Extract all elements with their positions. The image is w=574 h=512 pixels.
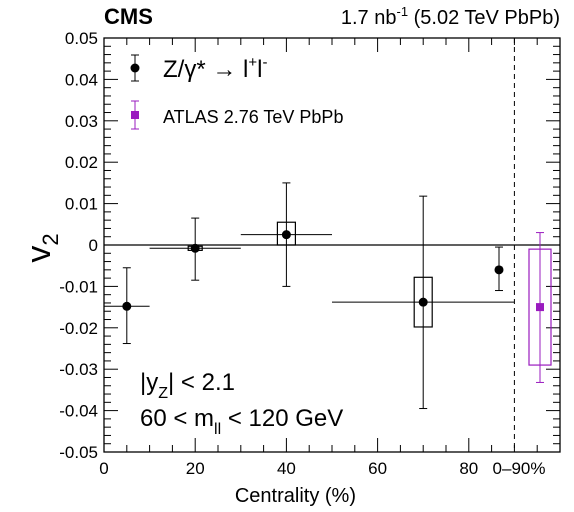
x-tick-label: 60 bbox=[368, 459, 387, 478]
mass-suffix: < 120 GeV bbox=[221, 405, 343, 432]
data-marks bbox=[104, 182, 552, 410]
cms-point-marker bbox=[190, 243, 200, 253]
lumi-suffix: (5.02 TeV PbPb) bbox=[408, 7, 560, 29]
legend-z-label-sup2: - bbox=[262, 54, 267, 71]
y-tick-label: 0.03 bbox=[65, 112, 98, 131]
y-tick-label: 0.04 bbox=[65, 70, 98, 89]
cms-label: CMS bbox=[104, 4, 153, 29]
luminosity-label: 1.7 nb-1 (5.02 TeV PbPb) bbox=[341, 4, 560, 29]
y-tick-label: 0.02 bbox=[65, 153, 98, 172]
legend-atlas-label: ATLAS 2.76 TeV PbPb bbox=[163, 107, 343, 127]
y-tick-label: -0.02 bbox=[59, 319, 98, 338]
cms-point-marker bbox=[418, 297, 428, 307]
y-axis-title-sub: 2 bbox=[38, 233, 63, 245]
mass-prefix: 60 < m bbox=[140, 405, 214, 432]
legend-z-label-main: Z/γ* → l bbox=[163, 56, 248, 83]
y-tick-label: 0 bbox=[89, 236, 98, 255]
rapidity-sub: Z bbox=[158, 385, 168, 402]
cms-point bbox=[104, 267, 150, 345]
legend-z-marker bbox=[130, 63, 140, 73]
integrated-tick-label: 0–90% bbox=[493, 459, 546, 478]
y-axis-title: v2 bbox=[20, 233, 63, 262]
cms-point-marker bbox=[281, 230, 291, 240]
x-axis-title: Centrality (%) bbox=[235, 485, 356, 507]
y-tick-label: 0.05 bbox=[65, 29, 98, 48]
legend-item-atlas: ATLAS 2.76 TeV PbPb bbox=[131, 100, 343, 130]
rapidity-suffix: | < 2.1 bbox=[168, 369, 235, 396]
cms-point bbox=[332, 195, 515, 410]
cms-point-marker bbox=[122, 301, 132, 311]
lumi-prefix: 1.7 nb bbox=[341, 7, 397, 29]
cms-point bbox=[149, 217, 241, 281]
rapidity-cut-label: |yZ| < 2.1 bbox=[140, 369, 235, 402]
lumi-sup: -1 bbox=[396, 4, 408, 19]
legend-atlas-marker bbox=[131, 111, 139, 119]
y-tick-label: 0.01 bbox=[65, 195, 98, 214]
legend-z-label-sup1: + bbox=[248, 54, 257, 71]
y-tick-label: -0.03 bbox=[59, 360, 98, 379]
y-axis-title-main: v bbox=[20, 246, 58, 263]
cms-integrated-point bbox=[494, 246, 504, 292]
mass-sub: ll bbox=[214, 421, 221, 438]
x-tick-label: 80 bbox=[459, 459, 478, 478]
legend-item-z: Z/γ* → l+l- bbox=[130, 54, 267, 83]
atlas-integrated-point bbox=[528, 232, 552, 383]
y-tick-label: -0.01 bbox=[59, 277, 98, 296]
legend-z-label: Z/γ* → l+l- bbox=[163, 54, 267, 83]
x-tick-label: 20 bbox=[186, 459, 205, 478]
axis-ticks bbox=[103, 37, 560, 453]
y-tick-label: -0.04 bbox=[59, 402, 98, 421]
y-tick-label: -0.05 bbox=[59, 443, 98, 462]
cms-integrated-point-marker bbox=[494, 265, 504, 275]
atlas-integrated-point-marker bbox=[536, 303, 544, 312]
legend: Z/γ* → l+l- ATLAS 2.76 TeV PbPb bbox=[130, 54, 343, 130]
cms-point bbox=[240, 182, 332, 287]
x-tick-label: 0 bbox=[99, 459, 108, 478]
axis-tick-labels: 0.05 0.04 0.03 0.02 0.01 0 -0.01 -0.02 -0.03 -0.0… bbox=[59, 29, 478, 478]
legend-z-label-base2: l bbox=[257, 56, 262, 83]
x-tick-label: 40 bbox=[277, 459, 296, 478]
mass-window-label: 60 < mll < 120 GeV bbox=[140, 405, 343, 438]
rapidity-prefix: |y bbox=[140, 369, 158, 396]
